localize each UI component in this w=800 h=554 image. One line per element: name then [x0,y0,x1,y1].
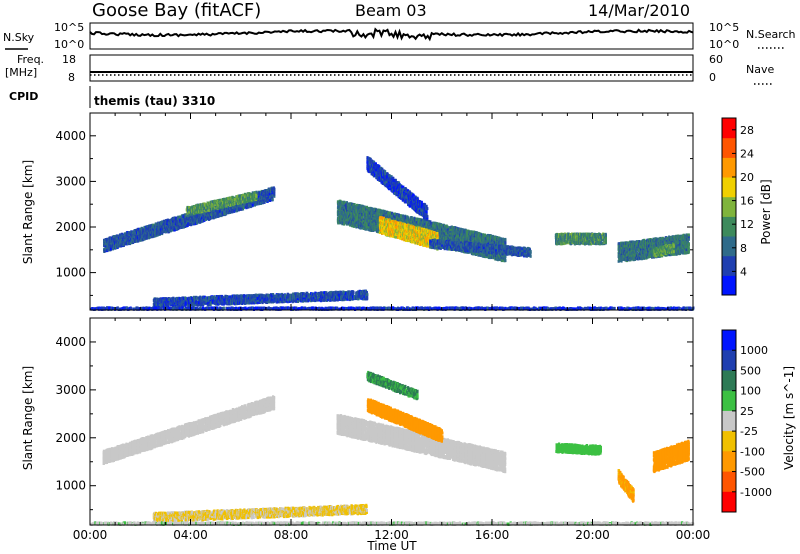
nsky-top-tick: 10^5 [54,21,84,34]
nave-label: Nave [746,63,774,76]
nsearch-bottom-tick: 10^0 [709,38,739,51]
data-cell [272,198,274,201]
cpid-label: CPID [9,90,38,103]
data-cell [255,195,257,198]
beam-title: Beam 03 [355,1,427,20]
nsky-bottom-tick: 10^0 [54,38,84,51]
nsky-label: N.Sky [3,31,35,44]
data-cell [273,188,275,191]
data-cell [255,191,257,194]
station-title: Goose Bay (fitACF) [92,0,261,21]
nave-bottom-tick: 0 [709,71,716,84]
nsky-trace [90,29,693,39]
data-cell [273,193,275,196]
nave-top-tick: 60 [709,53,723,66]
freq-top-tick: 18 [62,53,76,66]
cpid-value: themis (tau) 3310 [94,94,215,108]
freq-label-2: [MHz] [5,66,37,79]
date-title: 14/Mar/2010 [588,1,690,20]
nsearch-top-tick: 10^5 [709,21,739,34]
nsky-strip: N.Sky 10^5 10^0 10^5 10^0 N.Search [3,21,796,51]
freq-label-1: Freq. [17,53,44,66]
freq-bottom-tick: 8 [68,71,75,84]
nsearch-label: N.Search [746,28,796,41]
freq-strip: Freq. [MHz] 18 8 60 0 Nave [5,53,774,84]
